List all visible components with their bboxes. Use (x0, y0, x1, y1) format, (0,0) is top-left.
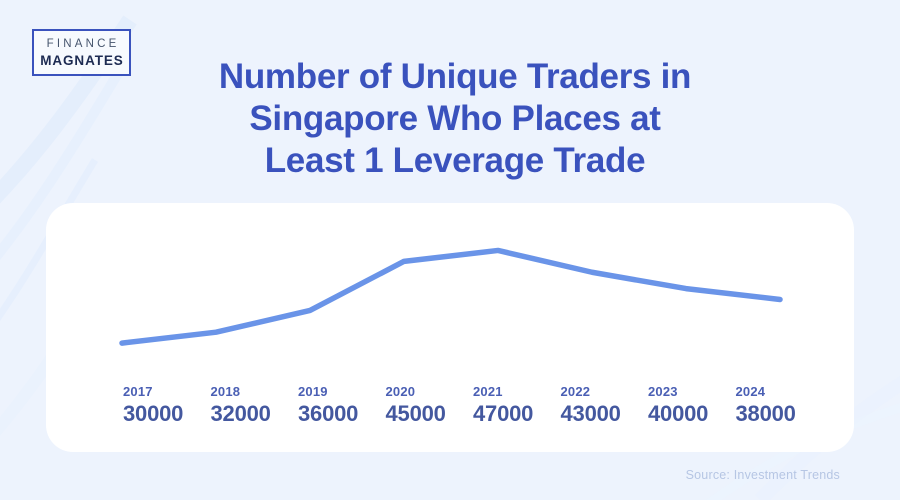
year-label: 2021 (473, 384, 503, 399)
value-label: 47000 (473, 401, 534, 426)
data-label-2020: 2020 45000 (373, 384, 461, 427)
page-title: Number of Unique Traders in Singapore Wh… (150, 56, 760, 182)
value-label: 40000 (648, 401, 709, 426)
chart-line-series (119, 247, 783, 346)
data-label-2018: 2018 32000 (198, 384, 286, 427)
year-label: 2024 (735, 384, 766, 399)
value-label: 30000 (123, 401, 184, 426)
year-label: 2020 (385, 384, 416, 399)
chart-card (46, 203, 854, 452)
data-label-row: 2017 30000 2018 32000 2019 36000 2020 45… (110, 384, 810, 427)
data-label-2017: 2017 30000 (110, 384, 198, 427)
year-label: 2023 (648, 384, 678, 399)
logo-bottom-text: MAGNATES (40, 52, 124, 68)
page-title-line-1: Number of Unique Traders in (218, 57, 692, 96)
year-label: 2018 (210, 384, 241, 399)
value-label: 45000 (385, 401, 446, 426)
value-label: 36000 (298, 401, 359, 426)
year-label: 2019 (298, 384, 328, 399)
data-label-2022: 2022 43000 (548, 384, 636, 427)
finance-magnates-logo: FINANCE MAGNATES (32, 29, 131, 76)
data-label-2019: 2019 36000 (285, 384, 373, 427)
value-label: 43000 (560, 401, 621, 426)
year-label: 2017 (123, 384, 153, 399)
value-label: 32000 (210, 401, 271, 426)
data-label-2021: 2021 47000 (460, 384, 548, 427)
value-label: 38000 (735, 401, 796, 426)
page-title-line-2: Singapore Who Places at (249, 99, 661, 138)
data-label-2024: 2024 38000 (723, 384, 811, 427)
logo-top-text: FINANCE (46, 37, 120, 50)
data-label-2023: 2023 40000 (635, 384, 723, 427)
source-attribution: Source: Investment Trends (685, 468, 840, 482)
year-label: 2022 (560, 384, 591, 399)
page-title-line-3: Least 1 Leverage Trade (264, 141, 646, 180)
